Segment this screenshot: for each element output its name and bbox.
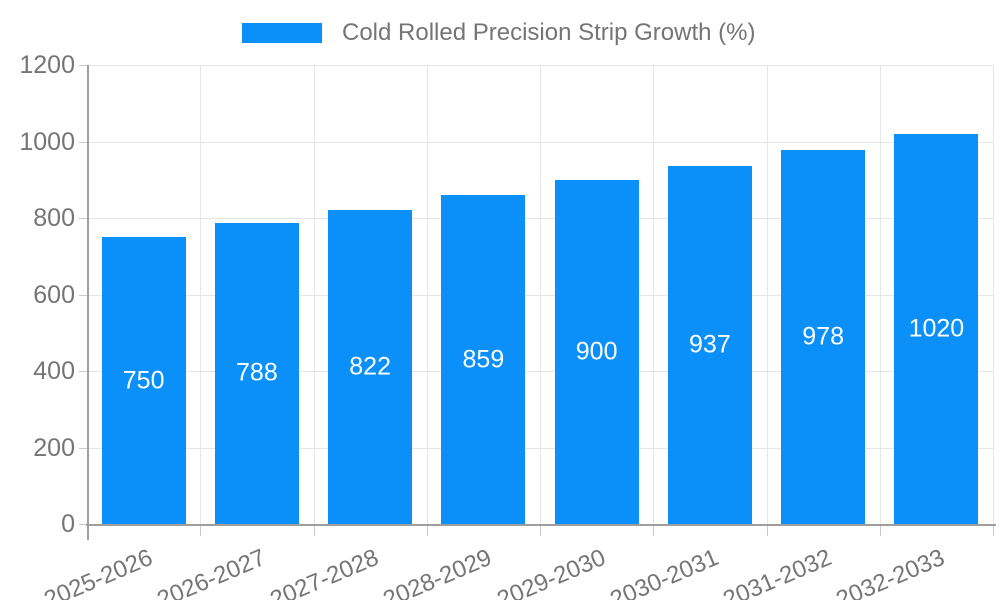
- bar-value-label: 978: [802, 322, 844, 351]
- legend: Cold Rolled Precision Strip Growth (%): [0, 0, 1000, 56]
- bar-value-label: 788: [236, 358, 278, 387]
- x-axis-tick: [313, 526, 315, 536]
- bar-2028-2029[interactable]: 859: [441, 195, 526, 524]
- x-tick-label: 2025-2026: [39, 544, 157, 600]
- bar-2026-2027[interactable]: 788: [214, 222, 299, 524]
- bar-2025-2026[interactable]: 750: [101, 237, 186, 524]
- gridline-x: [879, 65, 881, 524]
- gridline-x: [766, 65, 768, 524]
- y-axis-tick: [79, 65, 87, 66]
- plot-area: 0 200 400 600 800 1000 1200 750 788 822 859 900 937 9…: [19, 51, 996, 600]
- gridline-x: [200, 65, 202, 524]
- y-axis-tick: [79, 141, 87, 143]
- bar-value-label: 900: [575, 337, 618, 366]
- y-tick-label: 0: [61, 510, 75, 538]
- gridline-x: [540, 65, 541, 524]
- y-tick-label: 200: [33, 433, 75, 462]
- gridline-x: [653, 65, 655, 524]
- bar-2031-2032[interactable]: 978: [781, 149, 866, 524]
- y-tick-label: 600: [33, 280, 75, 309]
- bar-value-label: 1020: [908, 314, 965, 343]
- y-axis-tick: [79, 524, 87, 525]
- y-tick-label: 400: [33, 357, 75, 385]
- x-axis-tick: [426, 526, 428, 536]
- y-axis-tick: [79, 294, 87, 296]
- y-tick-label: 800: [33, 204, 75, 232]
- bar-value-label: 859: [462, 345, 505, 374]
- legend-label: Cold Rolled Precision Strip Growth (%): [342, 19, 756, 46]
- x-axis-tick: [200, 526, 202, 536]
- x-axis-tick: [993, 526, 994, 536]
- x-axis-tick: [653, 526, 655, 536]
- x-axis-line: [86, 524, 996, 526]
- y-axis-line: [87, 65, 89, 540]
- x-axis-tick: [879, 526, 881, 536]
- gridline-x: [313, 65, 315, 524]
- y-tick-label: 1000: [19, 127, 75, 156]
- y-axis-tick: [79, 447, 87, 449]
- bar-2030-2031[interactable]: 937: [667, 165, 752, 524]
- bar-value-label: 822: [349, 352, 391, 381]
- gridline-x: [993, 65, 994, 524]
- bar-2032-2033[interactable]: 1020: [894, 133, 979, 524]
- bar-value-label: 750: [122, 366, 165, 395]
- bar-2029-2030[interactable]: 900: [554, 179, 639, 524]
- gridline-x: [426, 65, 428, 524]
- x-axis-tick: [540, 526, 541, 536]
- bar-value-label: 937: [689, 330, 731, 359]
- legend-swatch[interactable]: [242, 23, 322, 43]
- y-axis-tick: [79, 371, 87, 372]
- bar-2027-2028[interactable]: 822: [328, 209, 413, 524]
- y-axis-tick: [79, 218, 87, 219]
- y-tick-label: 1200: [19, 51, 75, 79]
- x-axis-tick: [766, 526, 768, 536]
